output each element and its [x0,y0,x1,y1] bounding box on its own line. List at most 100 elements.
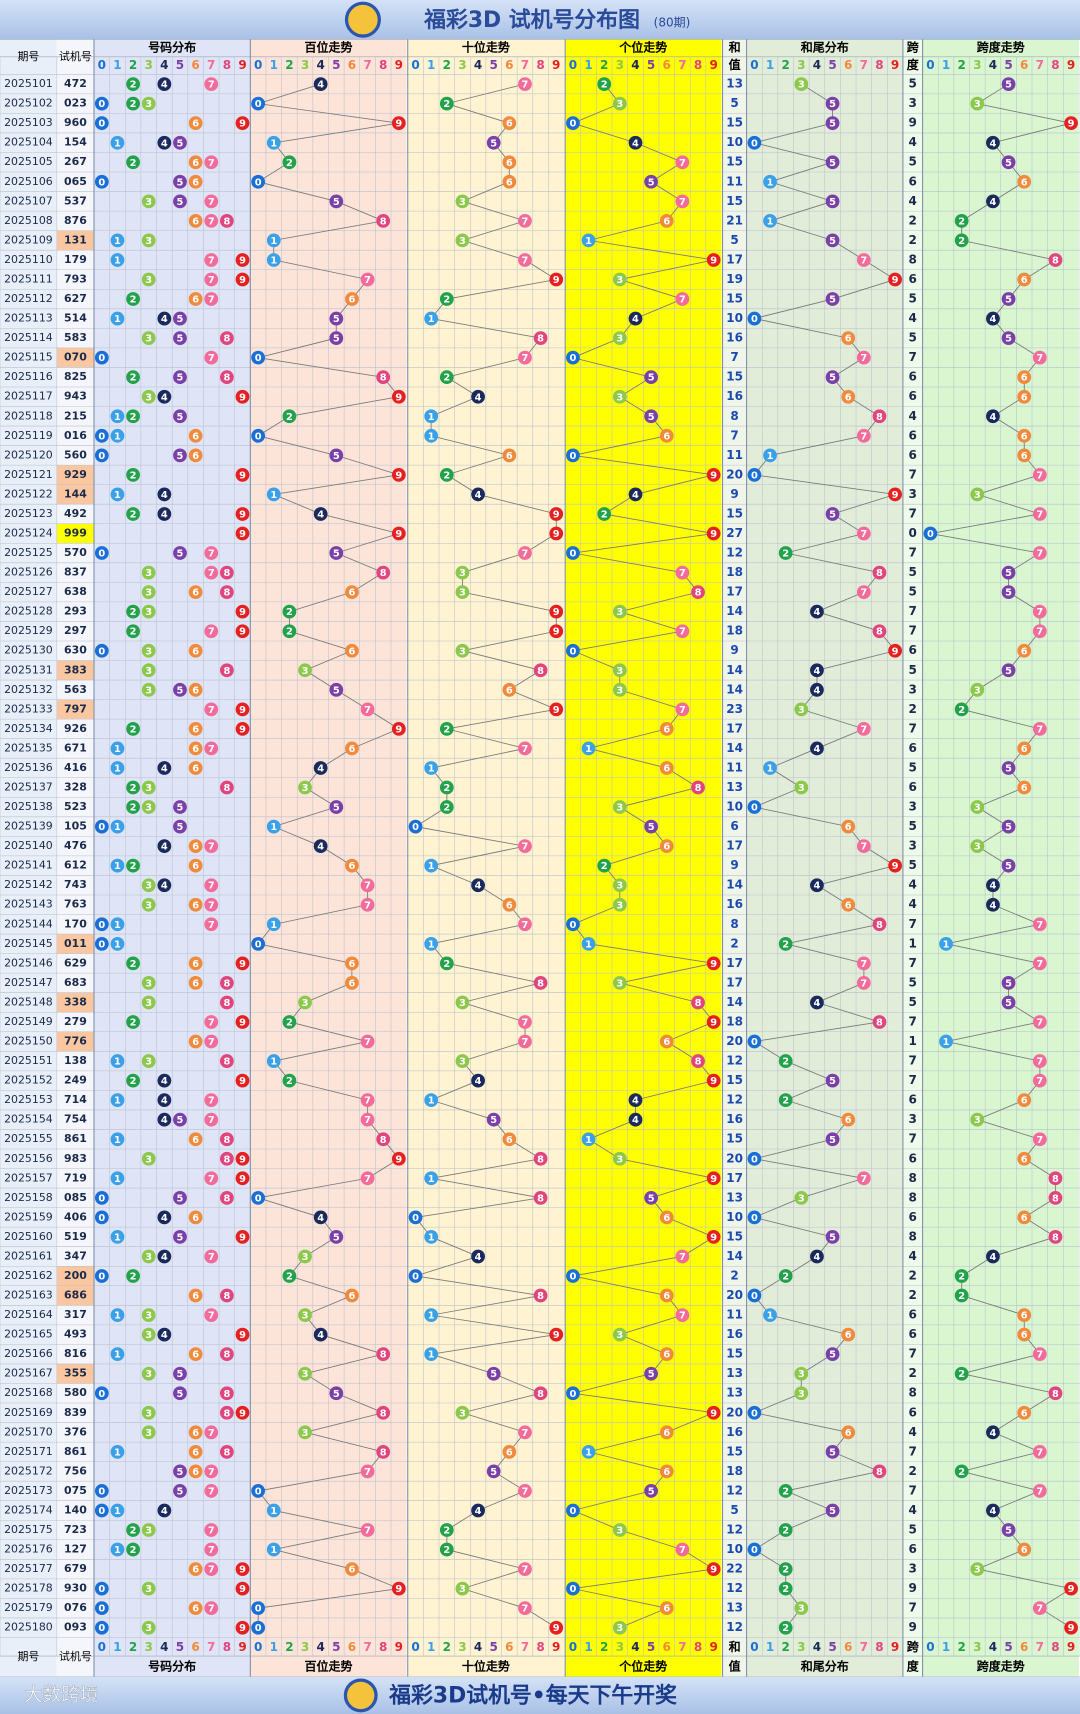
period: 2025170 [4,1425,53,1438]
ball-label: 2 [130,1545,137,1556]
ball-label: 0 [570,353,577,364]
ball [888,643,902,658]
digit-label: 2 [781,58,789,72]
ball [126,292,140,306]
ball-label: 3 [459,1057,466,1068]
trial-number: 179 [64,253,87,266]
ball [204,878,219,893]
ball [794,1386,809,1401]
ball-label: 5 [333,549,340,560]
span-value: 2 [909,1464,917,1478]
ball [266,1054,281,1068]
ball [1032,624,1047,639]
ball [266,253,281,267]
span-value: 6 [909,389,917,403]
ball [691,1054,705,1068]
ball-label: 8 [537,1193,544,1204]
ball-label: 4 [161,80,168,91]
ball [825,116,840,131]
ball [345,956,359,971]
digit-label: 0 [569,1640,577,1654]
ball [360,702,375,717]
digit-label: 4 [813,1640,821,1654]
ball [110,409,125,424]
ball [706,1015,721,1029]
group-title: 号码分布 [148,40,196,55]
ball [204,253,219,267]
watermark: 大数跨境 [24,1685,98,1706]
ball [235,1327,250,1342]
ball-label: 3 [798,783,805,794]
ball-label: 2 [130,80,137,91]
ball-label: 6 [192,1447,199,1458]
digit-label: 6 [348,1640,356,1654]
ball-label: 3 [616,666,623,677]
ball [1017,428,1032,443]
ball [204,1425,219,1440]
ball-label: 5 [1005,334,1012,345]
ball [1032,956,1047,971]
ball-label: 5 [829,1076,836,1087]
ball-label: 5 [177,314,184,325]
digit-label: 6 [844,1640,852,1654]
trial-number: 686 [64,1289,87,1302]
ball-label: 3 [616,900,623,911]
ball [126,624,140,639]
span-value: 6 [909,370,917,384]
ball-label: 4 [317,80,324,91]
ball-label: 6 [506,158,513,169]
digit-label: 0 [750,1640,758,1654]
ball [157,507,172,521]
ball-label: 0 [98,1213,105,1224]
ball [1032,1601,1047,1616]
span-value: 7 [909,1132,917,1146]
ball-label: 3 [798,80,805,91]
sum-value: 10 [726,1542,743,1556]
ball [173,1386,187,1401]
sum-value: 13 [726,780,743,794]
ball-label: 7 [208,1526,215,1537]
ball-label: 3 [974,842,981,853]
ball [313,507,328,521]
ball [1017,1093,1032,1108]
ball-label: 8 [380,1408,387,1419]
ball [970,487,985,502]
ball [841,1327,856,1342]
ball-label: 2 [130,158,137,169]
ball [157,839,172,854]
ball [612,1327,627,1342]
ball-label: 1 [270,256,277,267]
digit-label: 5 [828,1640,836,1654]
ball [219,1288,234,1303]
span-value: 5 [909,585,917,599]
ball-label: 9 [710,1018,717,1029]
ball [235,1230,250,1244]
ball-label: 8 [223,783,230,794]
ball [939,936,953,951]
ball [612,878,627,893]
trial-number: 138 [64,1054,87,1067]
ball [1001,663,1016,678]
digit-label: 8 [1051,1640,1059,1654]
digit-label: 3 [973,58,981,72]
ball-label: 1 [114,861,121,872]
ball-label: 6 [192,959,199,970]
ball [1017,448,1032,463]
ball [141,643,156,658]
ball-label: 2 [286,412,293,423]
ball [204,897,219,912]
ball [706,1230,721,1244]
ball-label: 1 [270,1545,277,1556]
ball [841,1425,856,1440]
ball [778,1093,793,1108]
ball-label: 9 [395,392,402,403]
span-value: 6 [909,174,917,188]
ball-label: 5 [177,803,184,814]
ball-label: 3 [616,1330,623,1341]
ball-label: 2 [782,1057,789,1068]
ball-label: 6 [663,764,670,775]
ball [439,1523,454,1537]
digit-label: 9 [395,58,403,72]
ball-label: 9 [892,490,899,501]
